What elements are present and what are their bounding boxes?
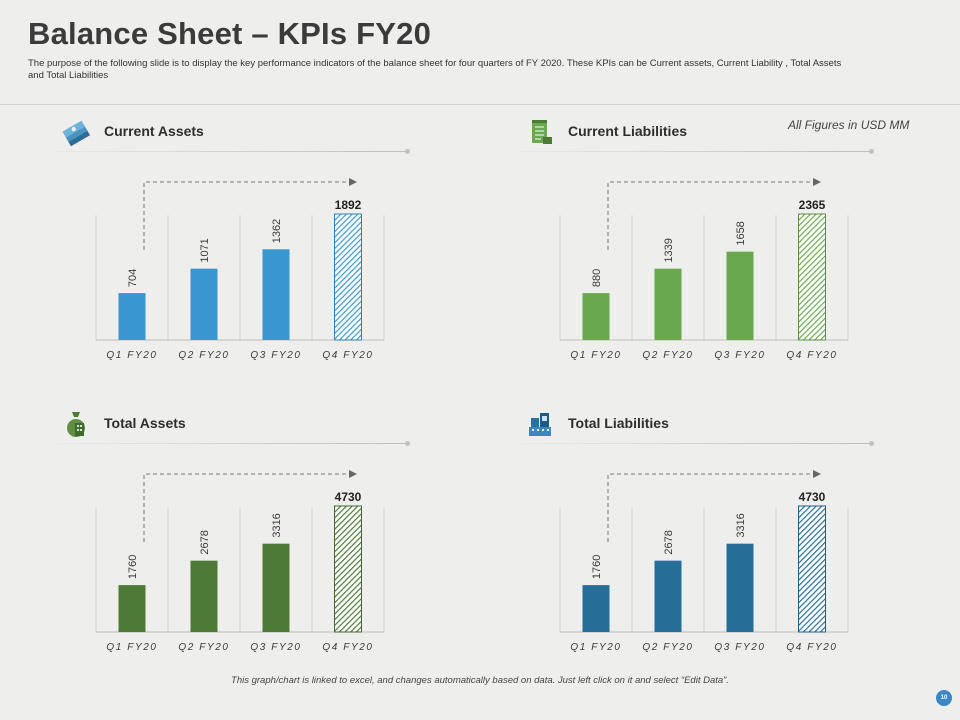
finance-buildings-icon [526,409,554,439]
trend-arrow [143,470,357,542]
x-tick-label: Q1 FY20 [106,642,157,653]
data-label: 1339 [663,238,675,262]
x-tick-label: Q2 FY20 [178,642,229,653]
x-tick-label: Q3 FY20 [250,350,301,361]
data-label: 1658 [735,221,747,245]
data-label: 1892 [335,198,362,212]
panel-divider-dot [869,441,874,446]
total-assets-panel: Total Assets 1760 Q1 FY20 2678 Q2 FY20 3316 Q… [52,409,472,659]
document-icon [526,117,554,147]
bar [262,249,290,340]
data-label: 3316 [735,513,747,537]
bar [654,268,682,340]
bar-chart: 880 Q1 FY20 1339 Q2 FY20 1658 Q3 FY20 2365 Q4 F… [559,178,849,361]
panel-title: Total Assets [104,415,186,431]
bar [798,505,826,633]
x-tick-label: Q3 FY20 [714,642,765,653]
footer-note: This graph/chart is linked to excel, and… [231,675,729,686]
bar [118,585,146,632]
x-tick-label: Q2 FY20 [178,350,229,361]
bar [726,251,754,340]
data-label: 1760 [127,555,139,579]
panel-divider-dot [869,149,874,154]
bar [582,585,610,632]
panel-divider [522,151,872,152]
bar [262,543,290,632]
money-stack-icon [62,117,91,147]
page-number-badge: 10 [936,690,952,706]
unit-note: All Figures in USD MM [788,118,910,132]
x-tick-label: Q4 FY20 [786,350,837,361]
trend-arrow [143,178,357,250]
bar [334,213,362,341]
current-liabilities-panel: Current Liabilities 880 Q1 FY20 1339 Q2 FY2… [516,117,936,367]
panel-divider-dot [405,441,410,446]
money-bag-icon [62,409,90,439]
trend-arrow [607,470,821,542]
page-subtitle: The purpose of the following slide is to… [28,58,842,81]
page-title: Balance Sheet – KPIs FY20 [28,16,432,51]
total-liabilities-panel: Total Liabilities 1760 Q1 FY20 2678 Q2 FY20… [516,409,936,659]
data-label: 1362 [271,219,283,243]
trend-arrow [607,178,821,250]
bar [118,293,146,340]
bar-chart: 1760 Q1 FY20 2678 Q2 FY20 3316 Q3 FY20 4730 Q4 … [95,470,385,653]
x-tick-label: Q4 FY20 [322,642,373,653]
data-label: 2678 [663,530,675,554]
data-label: 1760 [591,555,603,579]
bar [190,560,218,632]
bar-chart: 704 Q1 FY20 1071 Q2 FY20 1362 Q3 FY20 1892 Q4 F… [95,178,385,361]
x-tick-label: Q4 FY20 [786,642,837,653]
panel-title: Current Assets [104,123,204,139]
data-label: 2678 [199,530,211,554]
panel-divider-dot [405,149,410,154]
bar [726,543,754,632]
panel-divider [522,443,872,444]
bar [334,505,362,633]
data-label: 4730 [799,490,826,504]
x-tick-label: Q1 FY20 [570,642,621,653]
panel-divider [58,151,408,152]
data-label: 880 [591,269,603,287]
data-label: 704 [127,269,139,287]
header-divider [0,104,960,105]
data-label: 2365 [799,198,826,212]
data-label: 4730 [335,490,362,504]
panel-title: Total Liabilities [568,415,669,431]
x-tick-label: Q2 FY20 [642,642,693,653]
x-tick-label: Q1 FY20 [570,350,621,361]
x-tick-label: Q3 FY20 [250,642,301,653]
data-label: 3316 [271,513,283,537]
bar [582,293,610,340]
bar-chart: 1760 Q1 FY20 2678 Q2 FY20 3316 Q3 FY20 4730 Q4 … [559,470,849,653]
data-label: 1071 [199,238,211,262]
bar [190,268,218,340]
x-tick-label: Q3 FY20 [714,350,765,361]
current-assets-panel: Current Assets 704 Q1 FY20 1071 Q2 FY20 1362… [52,117,472,367]
x-tick-label: Q1 FY20 [106,350,157,361]
panel-title: Current Liabilities [568,123,688,139]
bar [798,213,826,341]
x-tick-label: Q2 FY20 [642,350,693,361]
x-tick-label: Q4 FY20 [322,350,373,361]
panel-divider [58,443,408,444]
bar [654,560,682,632]
